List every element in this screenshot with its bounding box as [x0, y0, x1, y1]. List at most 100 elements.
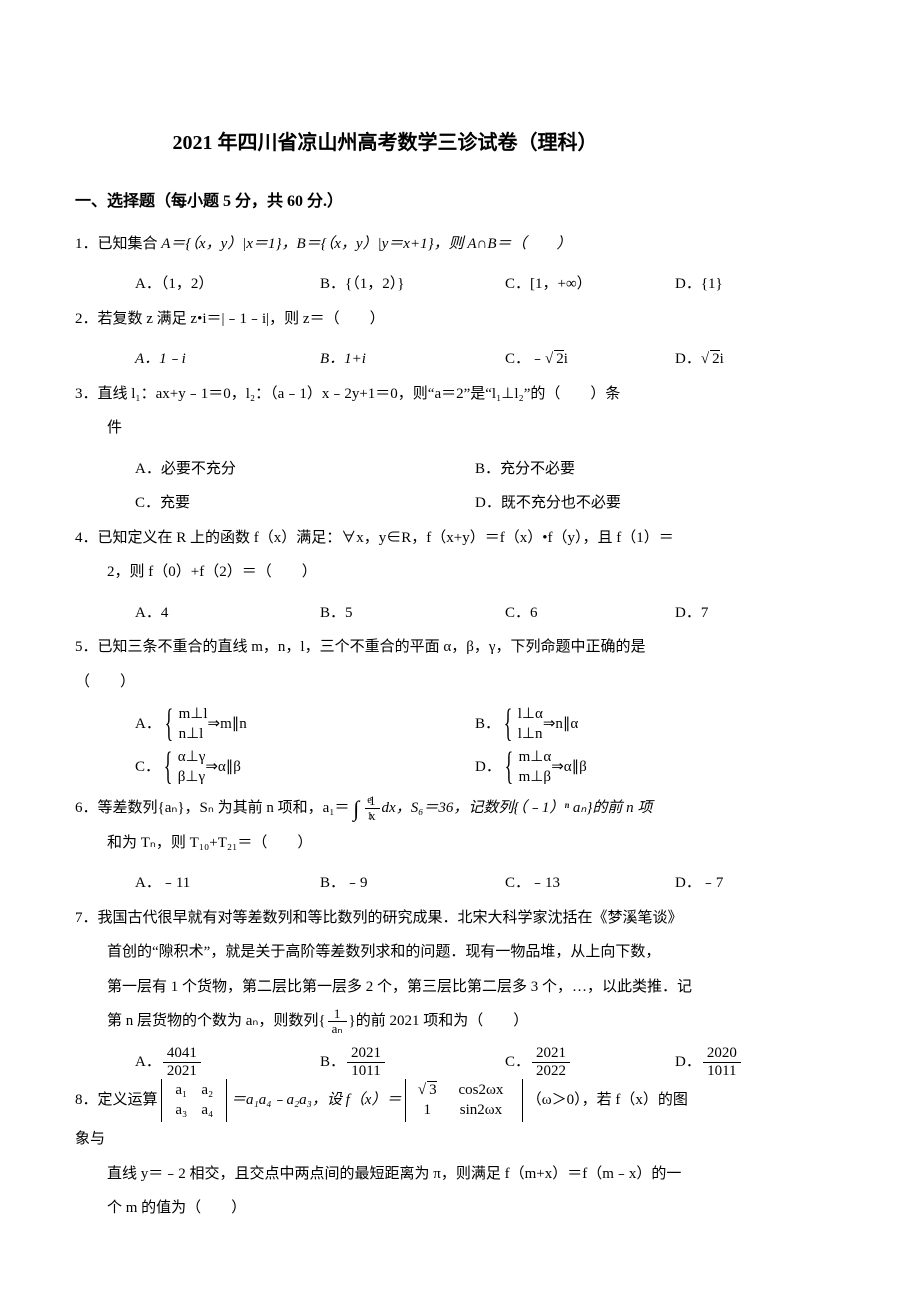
q7-line3: 第一层有 1 个货物，第二层比第一层多 2 个，第三层比第二层多 3 个，…，以… — [75, 970, 695, 1005]
q1-optD: D．{1} — [675, 267, 825, 302]
q8-det1-r2c1: a₃ — [168, 1101, 194, 1121]
q5-stem: 5．已知三条不重合的直线 m，n，l，三个不重合的平面 α，β，γ，下列命题中正… — [75, 639, 645, 690]
q7-optD-num: 2020 — [703, 1045, 741, 1063]
q7-optA-den: 2021 — [163, 1063, 201, 1080]
question-8: 8．定义运算 a₁a₂ a₃a₄ ＝a₁a₄﹣a₂a₃，设 f（x）＝ √3 c… — [75, 1079, 695, 1226]
q8-det1-r1c2: a₂ — [194, 1081, 220, 1101]
q7-optC-num: 2021 — [532, 1045, 570, 1063]
q7-line2: 首创的“隙积术”，就是关于高阶等差数列求和的问题．现有一物品堆，从上向下数， — [75, 935, 695, 970]
q6-optA: A．﹣11 — [135, 866, 320, 901]
q6-optD: D．﹣7 — [675, 866, 825, 901]
q1-optA: A．（1，2） — [135, 267, 320, 302]
q5-optC-row1: α⊥γ — [178, 748, 206, 768]
q7-optA-num: 4041 — [163, 1045, 201, 1063]
q8-det2-r2c2: sin2ωx — [446, 1101, 516, 1121]
q1-optC: C．[1，+∞） — [505, 267, 675, 302]
question-3: 3．直线 l₁：ax+y﹣1＝0，l₂：（a﹣1）x﹣2y+1＝0，则“a＝2”… — [75, 377, 695, 446]
q5-optB-conc: ⇒n∥α — [543, 716, 578, 732]
q7-line4-prefix: 第 n 层货物的个数为 aₙ，则数列{ — [107, 1013, 326, 1029]
exam-page: 2021 年四川省凉山州高考数学三诊试卷（理科） 一、选择题（每小题 5 分，共… — [0, 0, 770, 1292]
q5-optB-label: B． — [475, 716, 500, 732]
q5-optC-conc: ⇒α∥β — [205, 759, 241, 775]
q5-optA-conc: ⇒m∥n — [208, 716, 247, 732]
q7-optA: A．40412021 — [135, 1045, 320, 1080]
q4-optA: A．4 — [135, 596, 320, 631]
q2-optD-prefix: D． — [675, 351, 701, 367]
q8-det2-r1c1: √3 — [412, 1081, 442, 1101]
question-4: 4．已知定义在 R 上的函数 f（x）满足：∀x，y∈R，f（x+y）＝f（x）… — [75, 521, 695, 590]
q8-det1-r1c1: a₁ — [168, 1081, 194, 1101]
q4-line2: 2，则 f（0）+f（2）＝（ ） — [75, 555, 695, 590]
q5-optC: C． α⊥γ β⊥γ ⇒α∥β — [135, 748, 475, 787]
q3-options-row1: A．必要不充分 B．充分不必要 — [75, 452, 695, 487]
q2-optB-text: B．1+i — [320, 351, 366, 367]
q8-line1-prefix: 8．定义运算 — [75, 1092, 158, 1108]
q8-det1: a₁a₂ a₃a₄ — [161, 1079, 227, 1122]
q6-line2: 和为 Tₙ，则 T₁₀+T₂₁＝（ ） — [75, 826, 695, 861]
q3-optD: D．既不充分也不必要 — [475, 486, 775, 521]
question-1: 1．已知集合 A＝{（x，y）|x＝1}，B＝{（x，y）|y＝x+1}，则 A… — [75, 227, 695, 262]
q5-optC-system: α⊥γ β⊥γ — [164, 748, 206, 787]
q7-optC-den: 2022 — [532, 1063, 570, 1080]
q2-optC-prefix: C．﹣ — [505, 351, 545, 367]
q7-optD-den: 1011 — [703, 1063, 741, 1080]
q8-det2: √3 cos2ωx 1 sin2ωx — [405, 1079, 523, 1122]
q5-optD-row2: m⊥β — [519, 768, 552, 788]
q7-optB: B．20211011 — [320, 1045, 505, 1080]
q1-stem-A: A＝{（x，y）|x＝1}， — [161, 236, 296, 252]
q3-options-row2: C．充要 D．既不充分也不必要 — [75, 486, 695, 521]
q3-line1: 3．直线 l₁：ax+y﹣1＝0，l₂：（a﹣1）x﹣2y+1＝0，则“a＝2”… — [75, 377, 695, 412]
q4-optD: D．7 — [675, 596, 825, 631]
q7-seq-num: 1 — [328, 1007, 347, 1022]
q3-line2: 件 — [75, 411, 695, 446]
q6-line1-prefix: 6．等差数列{aₙ}，Sₙ 为其前 n 项和，a₁＝ — [75, 800, 350, 816]
q2-optD: D．√2i — [675, 342, 825, 377]
q7-seq-den: aₙ — [328, 1022, 347, 1036]
q5-options-row1: A． m⊥l n⊥l ⇒m∥n B． l⊥α l⊥n ⇒n∥α — [75, 705, 695, 744]
q7-optB-den: 1011 — [347, 1063, 385, 1080]
q5-optB-row2: l⊥n — [518, 725, 543, 745]
q5-optD-conc: ⇒α∥β — [551, 759, 587, 775]
q6-optB: B．﹣9 — [320, 866, 505, 901]
question-7: 7．我国古代很早就有对等差数列和等比数列的研究成果．北宋大科学家沈括在《梦溪笔谈… — [75, 901, 695, 1039]
q5-optB: B． l⊥α l⊥n ⇒n∥α — [475, 705, 775, 744]
q2-optC-rad: 2 — [554, 350, 564, 367]
question-2: 2．若复数 z 满足 z•i＝|﹣1﹣i|，则 z＝（ ） — [75, 302, 695, 337]
q7-line4: 第 n 层货物的个数为 aₙ，则数列{ 1 aₙ }的前 2021 项和为（ ） — [75, 1004, 695, 1039]
q5-optA-label: A． — [135, 716, 161, 732]
q5-options-row2: C． α⊥γ β⊥γ ⇒α∥β D． m⊥α m⊥β ⇒α∥β — [75, 748, 695, 787]
q1-stem-suffix: A∩B＝（ ） — [467, 236, 571, 252]
q8-det1-r2c2: a₄ — [194, 1101, 220, 1121]
q5-optC-row2: β⊥γ — [178, 768, 206, 788]
q8-line1: 8．定义运算 a₁a₂ a₃a₄ ＝a₁a₄﹣a₂a₃，设 f（x）＝ √3 c… — [75, 1079, 695, 1157]
q7-line4-suffix: }的前 2021 项和为（ ） — [349, 1013, 529, 1029]
question-6: 6．等差数列{aₙ}，Sₙ 为其前 n 项和，a₁＝ ∫ e 1 1 x dx，… — [75, 791, 695, 860]
q3-optC: C．充要 — [135, 486, 475, 521]
q4-optC: C．6 — [505, 596, 675, 631]
q2-optD-suffix: i — [720, 351, 724, 367]
q8-line2: 直线 y＝﹣2 相交，且交点中两点间的最短距离为 π，则满足 f（m+x）＝f（… — [75, 1157, 695, 1192]
q5-optC-label: C． — [135, 759, 160, 775]
q7-optD: D．20201011 — [675, 1045, 825, 1080]
q5-optB-system: l⊥α l⊥n — [504, 705, 543, 744]
q5-optD-label: D． — [475, 759, 501, 775]
q5-optD-system: m⊥α m⊥β — [505, 748, 552, 787]
q4-options: A．4 B．5 C．6 D．7 — [75, 596, 695, 631]
q2-options: A．1﹣i B．1+i C．﹣√2i D．√2i — [75, 342, 695, 377]
q1-optB: B．{（1，2）} — [320, 267, 505, 302]
q1-options: A．（1，2） B．{（1，2）} C．[1，+∞） D．{1} — [75, 267, 695, 302]
q2-optD-rad: 2 — [710, 350, 720, 367]
q6-int-lower: 1 — [367, 812, 372, 822]
q8-det2-r2c1: 1 — [412, 1101, 442, 1121]
q5-optA-row2: n⊥l — [179, 725, 208, 745]
section-heading: 一、选择题（每小题 5 分，共 60 分.） — [75, 184, 695, 221]
q2-stem: 2．若复数 z 满足 z•i＝|﹣1﹣i|，则 z＝（ ） — [75, 311, 385, 327]
q5-optA: A． m⊥l n⊥l ⇒m∥n — [135, 705, 475, 744]
q2-optA: A．1﹣i — [135, 342, 320, 377]
q5-optA-row1: m⊥l — [179, 705, 208, 725]
q8-line3: 个 m 的值为（ ） — [75, 1191, 695, 1226]
q7-optB-num: 2021 — [347, 1045, 385, 1063]
q6-options: A．﹣11 B．﹣9 C．﹣13 D．﹣7 — [75, 866, 695, 901]
q4-line1: 4．已知定义在 R 上的函数 f（x）满足：∀x，y∈R，f（x+y）＝f（x）… — [75, 521, 695, 556]
q6-line1: 6．等差数列{aₙ}，Sₙ 为其前 n 项和，a₁＝ ∫ e 1 1 x dx，… — [75, 791, 695, 826]
